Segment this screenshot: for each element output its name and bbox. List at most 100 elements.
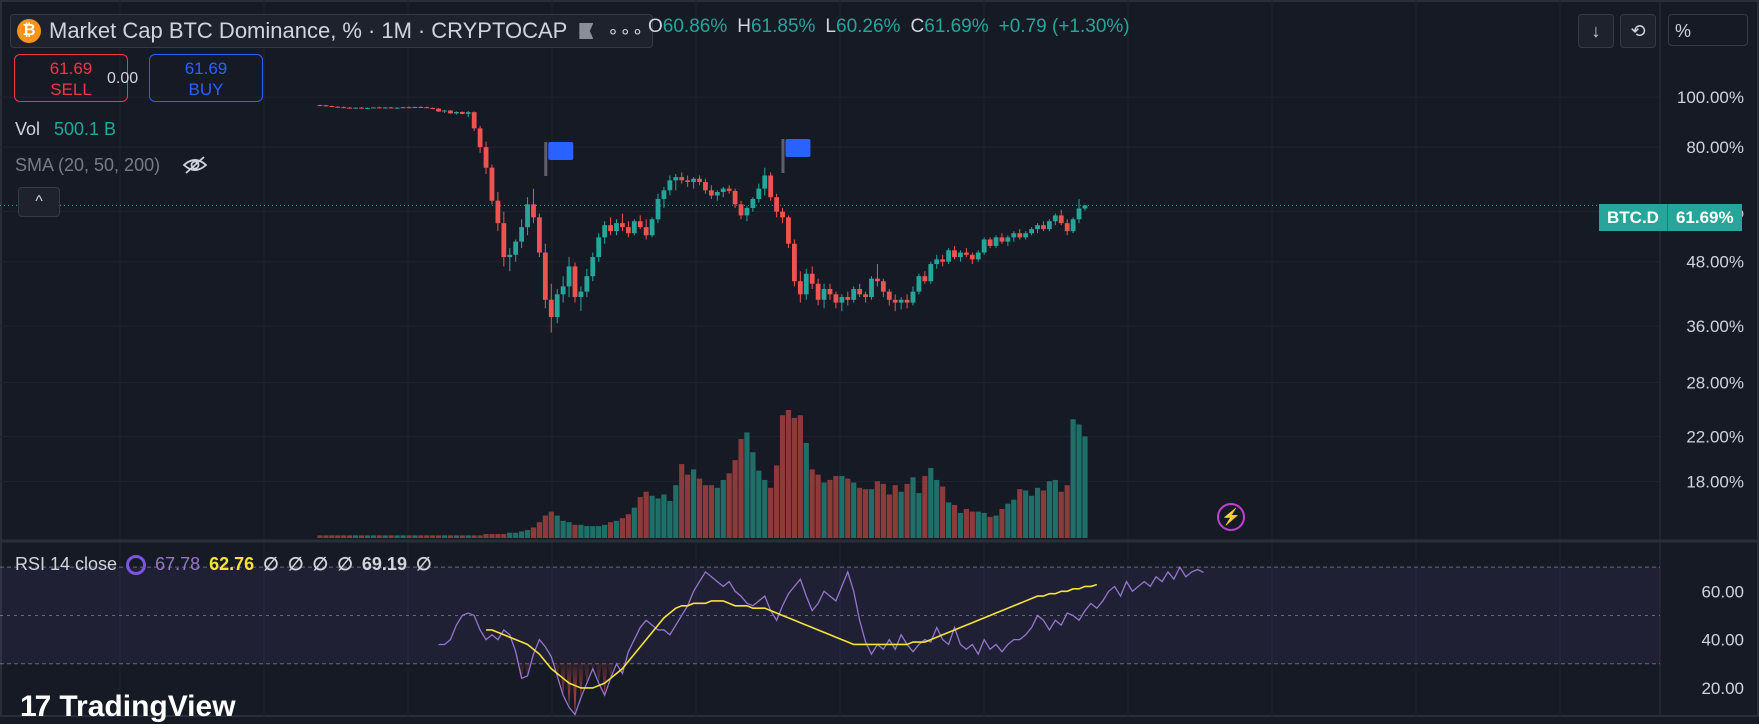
candle-body (661, 190, 667, 199)
volume-bar (613, 520, 620, 538)
candle-body (471, 112, 477, 129)
volume-bar (916, 493, 922, 538)
candle-body (1041, 225, 1046, 230)
volume-bar (690, 469, 697, 538)
close-value: 61.69% (924, 16, 989, 37)
flag-marker (785, 139, 811, 157)
candle-body (483, 147, 489, 168)
volume-bar (412, 535, 418, 538)
candle-body (424, 107, 430, 109)
candle-body (560, 286, 566, 295)
candle-body (697, 178, 702, 182)
cycle-icon[interactable] (126, 554, 147, 575)
volume-bar (868, 489, 875, 538)
rsi-line (438, 565, 1204, 716)
candle-body (418, 106, 424, 108)
low-label: L (825, 16, 836, 37)
candle-body (1011, 233, 1017, 238)
volume-bar (993, 515, 999, 538)
candle-body (649, 219, 655, 236)
flag-icon[interactable] (579, 23, 594, 39)
candle-body (679, 177, 685, 181)
volume-bar (436, 535, 442, 538)
more-icon[interactable]: ∘∘∘ (607, 20, 645, 41)
flag-marker (548, 142, 574, 160)
candle-body (780, 211, 785, 218)
volume-bar (839, 475, 845, 538)
candle-body (317, 105, 323, 107)
symbol-title[interactable]: Market Cap BTC Dominance, % (49, 18, 362, 43)
volume-bar (797, 415, 803, 538)
candle-body (857, 288, 863, 295)
download-button[interactable]: ↓ (1578, 14, 1614, 48)
candle-body (596, 237, 602, 258)
price-tick-label: 100.00% (1677, 88, 1744, 107)
symbol-header[interactable]: ₿ Market Cap BTC Dominance, % · 1M · CRY… (10, 14, 654, 48)
volume-bar (667, 501, 673, 538)
rsi-label[interactable]: RSI 14 close (15, 554, 118, 574)
rsi-null-value: ∅ (337, 554, 353, 574)
candle-body (958, 252, 963, 258)
volume-bar (406, 535, 412, 538)
sell-button[interactable]: 61.69 SELL (14, 54, 128, 102)
volume-bar (607, 522, 614, 538)
candle-body (981, 239, 987, 253)
candle-body (880, 281, 886, 292)
price-tick-label: 36.00% (1686, 317, 1744, 336)
collapse-legend-button[interactable]: ^ (18, 187, 60, 217)
candle-body (815, 283, 821, 300)
candle-body (537, 217, 542, 253)
volume-bar (441, 535, 448, 538)
volume-bar (1040, 490, 1047, 538)
volume-bar (945, 502, 952, 538)
volume-bar (560, 520, 566, 538)
volume-bar (720, 479, 726, 538)
lightning-icon[interactable]: ⚡ (1217, 503, 1245, 531)
candle-body (329, 106, 335, 108)
volume-bar (851, 482, 857, 538)
volume-bar (358, 535, 365, 538)
sma-label[interactable]: SMA (20, 50, 200) (15, 155, 161, 175)
price-tick-label: 22.00% (1686, 428, 1744, 447)
scale-mode-button[interactable]: % (1668, 14, 1748, 46)
candle-body (691, 178, 696, 182)
candle-body (489, 167, 495, 201)
volume-bar (394, 535, 400, 538)
rsi-value: 67.78 (155, 554, 201, 574)
reset-scale-button[interactable]: ⟲ (1620, 14, 1656, 48)
rsi-oversold-area (518, 663, 626, 715)
rsi-ma-line (486, 583, 1098, 689)
tradingview-logo[interactable]: 17 TradingView (20, 690, 236, 724)
buy-button[interactable]: 61.69 BUY (149, 54, 263, 102)
open-value: 60.86% (662, 16, 728, 37)
volume-bar (886, 494, 892, 538)
candle-body (803, 273, 809, 295)
volume-bar (507, 532, 513, 538)
volume-bar (892, 485, 898, 538)
volume-bar (643, 491, 649, 538)
volume-bar (928, 468, 934, 538)
refresh-icon: ⟲ (1630, 20, 1646, 41)
volume-bar (631, 507, 637, 538)
volume-bar (536, 522, 543, 538)
rsi-legend[interactable]: RSI 14 close 67.78 62.76 ∅ ∅ ∅ ∅ 69.19 ∅ (15, 554, 432, 575)
candle-body (863, 294, 868, 298)
volume-bar (702, 485, 709, 538)
candle-body (768, 175, 774, 198)
volume-bar (827, 479, 833, 538)
candle-body (578, 291, 584, 298)
volume-bar (1082, 436, 1088, 538)
header-separator-dot: · (368, 18, 376, 43)
header-separator-dot: · (417, 18, 426, 43)
eye-off-icon[interactable] (182, 155, 208, 175)
candle-body (525, 204, 530, 228)
volume-label[interactable]: Vol (15, 119, 41, 139)
candle-body (1058, 215, 1064, 224)
interval-label[interactable]: 1M (381, 18, 412, 43)
volume-bar (477, 535, 483, 538)
candle-body (916, 276, 922, 292)
last-price-symbol: BTC.D (1599, 204, 1667, 231)
bitcoin-icon: ₿ (17, 19, 41, 43)
